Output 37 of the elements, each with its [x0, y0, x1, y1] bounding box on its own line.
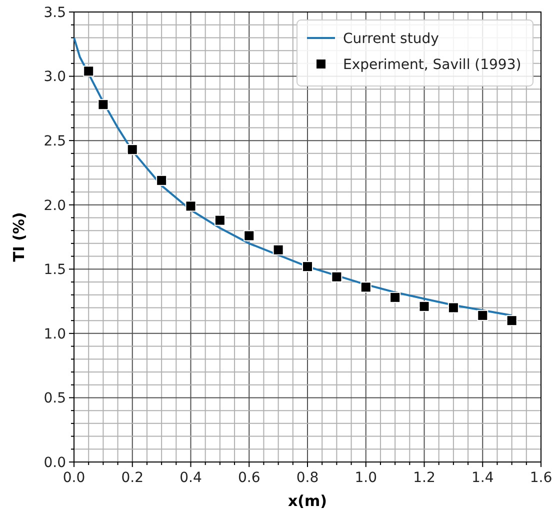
y-tick-label: 1.5: [44, 262, 66, 278]
point: [272, 244, 284, 256]
point: [244, 230, 255, 242]
y-tick-label: 0.0: [44, 454, 66, 471]
y-tick-label: 3.5: [44, 4, 66, 21]
point: [126, 144, 138, 156]
x-tick-label: 1.2: [413, 470, 436, 486]
x-tick-label: 0.6: [238, 470, 260, 486]
x-tick-label: 1.6: [530, 470, 552, 486]
point: [360, 282, 372, 293]
point: [83, 66, 94, 77]
x-tick-label: 0.8: [296, 470, 319, 486]
point: [156, 174, 168, 186]
legend-label: Current study: [343, 30, 439, 47]
x-tick-label: 1.0: [354, 470, 378, 486]
point: [418, 300, 430, 312]
point: [185, 200, 196, 212]
y-tick-label: 2.5: [44, 133, 66, 150]
point: [214, 214, 226, 226]
point: [390, 292, 401, 303]
x-tick-label: 0.4: [180, 470, 202, 486]
point: [331, 271, 342, 282]
y-tick-label: 3.0: [44, 69, 66, 86]
x-tick-label: 1.4: [471, 470, 494, 486]
point: [302, 261, 313, 272]
y-tick-label: 1.0: [44, 326, 66, 342]
y-axis-title: TI (%): [10, 212, 28, 262]
point: [448, 302, 459, 314]
x-tick-label: 0.0: [62, 470, 86, 486]
y-tick-label: 2.0: [44, 198, 66, 214]
point: [477, 310, 488, 321]
x-tick-label: 0.2: [121, 470, 144, 486]
point: [98, 99, 109, 110]
legend-label: Experiment, Savill (1993): [343, 56, 522, 73]
y-tick-label: 0.5: [44, 390, 66, 407]
point: [506, 315, 518, 326]
x-axis-title: x(m): [288, 492, 328, 510]
